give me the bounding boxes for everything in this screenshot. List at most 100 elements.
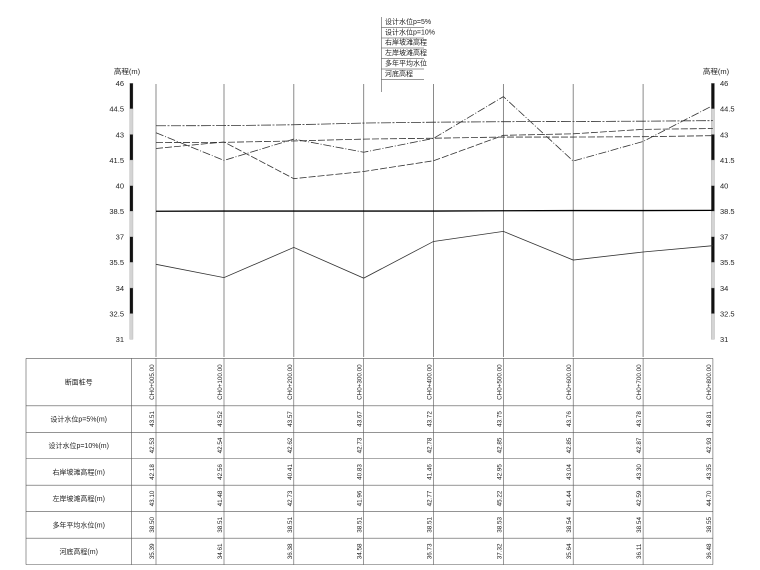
svg-text:40: 40 xyxy=(116,181,124,190)
svg-text:34.58: 34.58 xyxy=(357,543,364,559)
svg-text:38.51: 38.51 xyxy=(217,517,224,533)
svg-text:43.67: 43.67 xyxy=(357,411,364,427)
svg-text:41.46: 41.46 xyxy=(427,464,434,480)
svg-text:河底高程: 河底高程 xyxy=(385,69,413,78)
svg-text:38.5: 38.5 xyxy=(720,207,735,216)
svg-text:CH0+005.00: CH0+005.00 xyxy=(149,364,156,400)
svg-text:44.5: 44.5 xyxy=(720,105,735,114)
svg-text:38.53: 38.53 xyxy=(496,517,503,533)
svg-text:CH0+600.00: CH0+600.00 xyxy=(566,364,573,400)
svg-text:44.5: 44.5 xyxy=(109,105,124,114)
svg-text:40.83: 40.83 xyxy=(357,464,364,480)
svg-text:40.41: 40.41 xyxy=(287,464,294,480)
svg-text:河底高程(m): 河底高程(m) xyxy=(59,547,98,556)
svg-text:42.59: 42.59 xyxy=(636,490,643,506)
svg-text:42.85: 42.85 xyxy=(566,437,573,453)
svg-text:35.5: 35.5 xyxy=(109,258,124,267)
svg-text:41.5: 41.5 xyxy=(109,156,124,165)
svg-text:CH0+700.00: CH0+700.00 xyxy=(636,364,643,400)
svg-text:43.30: 43.30 xyxy=(636,464,643,480)
svg-text:44.70: 44.70 xyxy=(706,490,713,506)
svg-text:设计水位p=5%: 设计水位p=5% xyxy=(385,17,431,26)
svg-text:38.51: 38.51 xyxy=(357,517,364,533)
svg-text:42.18: 42.18 xyxy=(149,464,156,480)
svg-text:43.35: 43.35 xyxy=(706,464,713,480)
svg-text:32.5: 32.5 xyxy=(109,309,124,318)
svg-text:42.87: 42.87 xyxy=(636,437,643,453)
svg-text:CH0+800.00: CH0+800.00 xyxy=(706,364,713,400)
svg-text:CH0+100.00: CH0+100.00 xyxy=(217,364,224,400)
svg-text:43.10: 43.10 xyxy=(149,490,156,506)
svg-text:41.48: 41.48 xyxy=(217,490,224,506)
svg-text:35.39: 35.39 xyxy=(149,543,156,559)
svg-text:CH0+300.00: CH0+300.00 xyxy=(357,364,364,400)
svg-text:32.5: 32.5 xyxy=(720,309,735,318)
svg-text:42.53: 42.53 xyxy=(149,437,156,453)
svg-text:42.73: 42.73 xyxy=(357,437,364,453)
svg-text:43: 43 xyxy=(720,130,728,139)
svg-text:36.48: 36.48 xyxy=(706,543,713,559)
svg-text:43.52: 43.52 xyxy=(217,411,224,427)
svg-text:43.78: 43.78 xyxy=(636,411,643,427)
svg-text:37.32: 37.32 xyxy=(496,543,503,559)
svg-text:38.51: 38.51 xyxy=(287,517,294,533)
svg-text:36.38: 36.38 xyxy=(287,543,294,559)
svg-text:多年平均水位(m): 多年平均水位(m) xyxy=(52,520,105,529)
svg-text:41.44: 41.44 xyxy=(566,490,573,506)
svg-text:左岸坡滩高程: 左岸坡滩高程 xyxy=(385,48,427,57)
svg-text:31: 31 xyxy=(116,335,124,344)
svg-text:42.73: 42.73 xyxy=(287,490,294,506)
svg-text:CH0+200.00: CH0+200.00 xyxy=(287,364,294,400)
svg-text:43.57: 43.57 xyxy=(287,411,294,427)
svg-text:37: 37 xyxy=(720,233,728,242)
svg-text:35.5: 35.5 xyxy=(720,258,735,267)
svg-text:34: 34 xyxy=(720,284,728,293)
svg-text:断面桩号: 断面桩号 xyxy=(65,378,93,387)
svg-text:42.85: 42.85 xyxy=(496,437,503,453)
svg-text:40: 40 xyxy=(720,181,728,190)
svg-text:36.73: 36.73 xyxy=(427,543,434,559)
svg-text:42.93: 42.93 xyxy=(706,437,713,453)
svg-text:38.55: 38.55 xyxy=(706,517,713,533)
svg-text:31: 31 xyxy=(720,335,728,344)
svg-text:42.62: 42.62 xyxy=(287,437,294,453)
svg-text:42.54: 42.54 xyxy=(217,437,224,453)
svg-text:设计水位p=5%(m): 设计水位p=5%(m) xyxy=(50,415,107,424)
svg-text:42.77: 42.77 xyxy=(427,490,434,506)
svg-text:46: 46 xyxy=(720,79,728,88)
svg-text:42.78: 42.78 xyxy=(427,437,434,453)
svg-text:42.56: 42.56 xyxy=(217,464,224,480)
svg-text:多年平均水位: 多年平均水位 xyxy=(385,59,427,68)
svg-text:右岸坡滩高程(m): 右岸坡滩高程(m) xyxy=(52,467,105,476)
svg-text:高程(m): 高程(m) xyxy=(114,66,141,76)
svg-text:46: 46 xyxy=(116,79,124,88)
svg-text:设计水位p=10%(m): 设计水位p=10%(m) xyxy=(48,441,108,450)
svg-text:38.54: 38.54 xyxy=(566,517,573,533)
svg-text:41.5: 41.5 xyxy=(720,156,735,165)
svg-text:CH0+500.00: CH0+500.00 xyxy=(496,364,503,400)
svg-text:43.75: 43.75 xyxy=(496,411,503,427)
svg-text:36.11: 36.11 xyxy=(636,543,643,559)
svg-text:41.96: 41.96 xyxy=(357,490,364,506)
svg-text:38.51: 38.51 xyxy=(427,517,434,533)
svg-text:42.95: 42.95 xyxy=(496,464,503,480)
svg-text:43.72: 43.72 xyxy=(427,411,434,427)
svg-text:CH0+400.00: CH0+400.00 xyxy=(427,364,434,400)
svg-text:左岸坡滩高程(m): 左岸坡滩高程(m) xyxy=(52,494,105,503)
svg-text:43.76: 43.76 xyxy=(566,411,573,427)
svg-text:43: 43 xyxy=(116,130,124,139)
svg-text:34: 34 xyxy=(116,284,124,293)
svg-text:34.61: 34.61 xyxy=(217,543,224,559)
svg-text:38.5: 38.5 xyxy=(109,207,124,216)
svg-text:43.51: 43.51 xyxy=(149,411,156,427)
svg-text:45.22: 45.22 xyxy=(496,490,503,506)
svg-text:38.50: 38.50 xyxy=(149,517,156,533)
svg-text:设计水位p=10%: 设计水位p=10% xyxy=(385,28,435,37)
svg-text:43.04: 43.04 xyxy=(566,464,573,480)
svg-text:35.64: 35.64 xyxy=(566,543,573,559)
svg-text:右岸坡滩高程: 右岸坡滩高程 xyxy=(385,38,427,47)
svg-text:高程(m): 高程(m) xyxy=(703,66,730,76)
svg-text:37: 37 xyxy=(116,233,124,242)
svg-text:43.81: 43.81 xyxy=(706,411,713,427)
svg-text:38.54: 38.54 xyxy=(636,517,643,533)
